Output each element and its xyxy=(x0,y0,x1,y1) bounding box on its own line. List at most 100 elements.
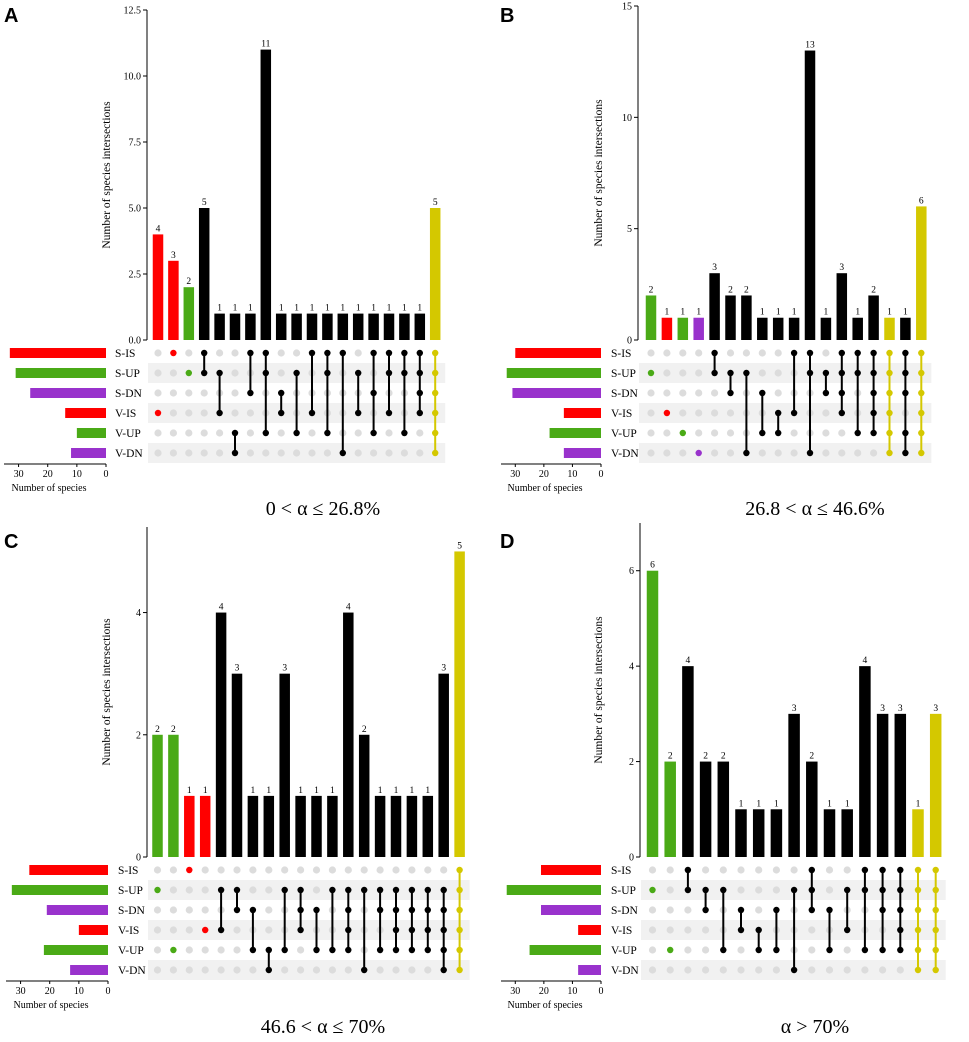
matrix-dot-filled xyxy=(217,886,225,894)
matrix-dot-empty xyxy=(376,866,384,874)
matrix-dot-filled xyxy=(376,906,384,914)
intersection-bar-label: 1 xyxy=(371,304,376,314)
matrix-dot-empty xyxy=(216,349,224,357)
intersection-bar xyxy=(399,313,410,340)
intersection-bar xyxy=(184,795,195,857)
matrix-dot-empty xyxy=(293,449,301,457)
matrix-dot-empty xyxy=(790,449,798,457)
set-size-bar xyxy=(563,448,601,458)
matrix-stripe xyxy=(639,443,932,463)
intersection-bar xyxy=(199,795,211,857)
y-tick-label: 7.5 xyxy=(129,138,142,149)
matrix-dot-empty xyxy=(719,966,727,974)
intersection-bar xyxy=(152,234,164,340)
set-label: S-IS xyxy=(611,348,631,360)
intersection-bar xyxy=(645,295,657,340)
matrix-dot-filled xyxy=(440,926,447,934)
set-size-tick-label: 0 xyxy=(106,986,111,997)
intersection-bar-label: 4 xyxy=(863,656,868,666)
matrix-dot-filled xyxy=(879,946,886,954)
matrix-dot-filled xyxy=(647,369,655,377)
matrix-dot-filled xyxy=(755,946,762,954)
intersection-bar-label: 3 xyxy=(898,704,903,714)
y-tick-label: 12.5 xyxy=(124,6,142,17)
matrix-dot-filled xyxy=(790,966,798,974)
intersection-bar-label: 6 xyxy=(650,561,655,571)
matrix-dot-filled xyxy=(838,349,845,357)
matrix-dot-empty xyxy=(265,886,273,894)
matrix-dot-empty xyxy=(308,449,316,457)
intersection-bar xyxy=(229,313,241,340)
intersection-bar-label: 4 xyxy=(346,603,351,613)
matrix-dot-filled xyxy=(231,429,239,437)
intersection-bar xyxy=(429,208,441,340)
intersection-bar-label: 2 xyxy=(186,277,191,287)
matrix-dot-filled xyxy=(886,449,893,457)
matrix-dot-empty xyxy=(154,389,162,397)
matrix-dot-empty xyxy=(695,409,703,417)
matrix-dot-empty xyxy=(666,906,674,914)
matrix-dot-filled xyxy=(775,429,782,437)
y-tick-label: 4 xyxy=(136,608,141,619)
matrix-dot-empty xyxy=(153,966,162,974)
intersection-bar xyxy=(198,208,210,340)
matrix-dot-empty xyxy=(344,966,352,974)
matrix-dot-empty xyxy=(265,926,273,934)
intersection-bar-label: 1 xyxy=(294,304,299,314)
matrix-dot-empty xyxy=(648,966,657,974)
intersection-bar-label: 13 xyxy=(805,41,815,51)
matrix-dot-empty xyxy=(385,429,393,437)
matrix-dot-empty xyxy=(231,349,239,357)
matrix-dot-filled xyxy=(456,866,463,874)
intersection-bar-label: 2 xyxy=(744,285,749,295)
matrix-dot-empty xyxy=(742,349,751,357)
matrix-dot-empty xyxy=(870,449,878,457)
intersection-bar-label: 3 xyxy=(712,263,717,273)
matrix-dot-empty xyxy=(185,349,193,357)
panel-caption: α > 70% xyxy=(781,1016,849,1038)
matrix-dot-empty xyxy=(822,449,830,457)
intersection-bar-label: 4 xyxy=(219,603,224,613)
matrix-dot-filled xyxy=(339,349,346,357)
intersection-bar xyxy=(806,761,818,857)
matrix-dot-filled xyxy=(201,369,208,377)
set-size-bar xyxy=(529,945,601,955)
intersection-bar-label: 1 xyxy=(251,786,256,796)
intersection-bar-label: 5 xyxy=(457,541,462,551)
y-tick-label: 10 xyxy=(622,113,632,124)
matrix-dot-empty xyxy=(185,906,193,914)
matrix-dot-filled xyxy=(806,449,814,457)
matrix-dot-empty xyxy=(233,966,241,974)
set-label: V-UP xyxy=(115,428,141,440)
matrix-dot-filled xyxy=(456,946,463,954)
matrix-dot-filled xyxy=(870,389,877,397)
intersection-bar xyxy=(841,809,853,857)
matrix-dot-filled xyxy=(170,349,177,357)
intersection-bar-label: 2 xyxy=(171,725,176,735)
y-tick-label: 2 xyxy=(136,730,141,741)
matrix-dot-filled xyxy=(932,866,939,874)
set-label: S-UP xyxy=(118,885,143,897)
matrix-dot-filled xyxy=(870,349,877,357)
y-axis-title: Number of species intersections xyxy=(101,618,113,766)
matrix-dot-filled xyxy=(870,429,877,437)
matrix-dot-filled xyxy=(355,409,362,417)
matrix-dot-filled xyxy=(886,369,893,377)
matrix-dot-empty xyxy=(312,886,321,894)
set-label: S-DN xyxy=(611,905,639,917)
matrix-dot-filled xyxy=(186,866,193,874)
intersection-bar-label: 1 xyxy=(266,786,271,796)
matrix-dot-empty xyxy=(825,866,834,874)
matrix-dot-filled xyxy=(456,966,463,974)
matrix-dot-empty xyxy=(262,449,270,457)
matrix-dot-filled xyxy=(838,409,845,417)
intersection-bar-label: 1 xyxy=(387,304,392,314)
matrix-dot-empty xyxy=(774,389,782,397)
intersection-bar-label: 3 xyxy=(282,664,287,674)
matrix-stripe xyxy=(148,880,470,900)
matrix-dot-empty xyxy=(201,906,209,914)
set-size-bar xyxy=(11,885,109,895)
intersection-bar-label: 1 xyxy=(187,786,192,796)
matrix-dot-empty xyxy=(297,946,305,954)
set-label: S-IS xyxy=(611,865,631,877)
